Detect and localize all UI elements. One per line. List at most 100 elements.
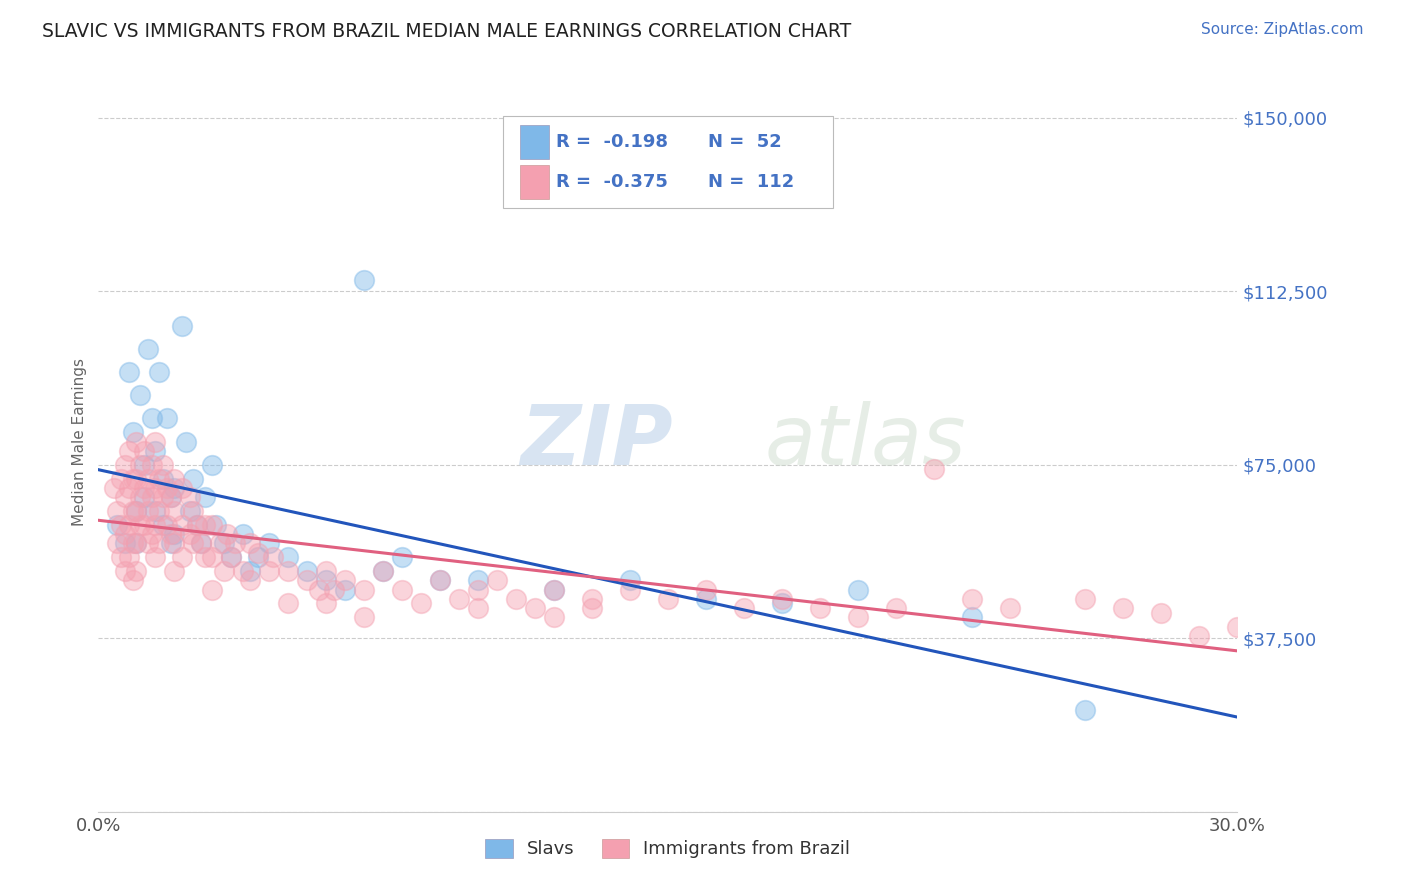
- Point: [125, 564, 148, 578]
- Point: [179, 490, 201, 504]
- Point: [121, 471, 143, 485]
- Text: N =  52: N = 52: [707, 133, 782, 151]
- Point: [121, 504, 143, 518]
- Point: [145, 443, 167, 458]
- Point: [145, 434, 167, 449]
- Point: [103, 481, 125, 495]
- Point: [581, 591, 603, 606]
- Text: SLAVIC VS IMMIGRANTS FROM BRAZIL MEDIAN MALE EARNINGS CORRELATION CHART: SLAVIC VS IMMIGRANTS FROM BRAZIL MEDIAN …: [42, 22, 852, 41]
- Point: [156, 517, 179, 532]
- Point: [145, 504, 167, 518]
- Text: ZIP: ZIP: [520, 401, 672, 482]
- Point: [152, 471, 174, 485]
- Point: [136, 504, 159, 518]
- Point: [315, 564, 337, 578]
- Point: [619, 582, 641, 597]
- Point: [159, 490, 181, 504]
- Point: [297, 574, 319, 588]
- Point: [922, 462, 945, 476]
- Point: [391, 550, 413, 565]
- Point: [543, 610, 565, 624]
- Point: [163, 564, 186, 578]
- Point: [259, 536, 281, 550]
- FancyBboxPatch shape: [520, 165, 550, 200]
- Point: [125, 536, 148, 550]
- Point: [277, 564, 299, 578]
- Point: [136, 471, 159, 485]
- Point: [208, 536, 231, 550]
- Point: [449, 591, 471, 606]
- Point: [170, 481, 193, 495]
- Point: [129, 517, 152, 532]
- Point: [232, 564, 254, 578]
- Point: [190, 536, 212, 550]
- Point: [118, 443, 141, 458]
- Point: [114, 527, 136, 541]
- Point: [156, 411, 179, 425]
- Point: [543, 582, 565, 597]
- Point: [129, 458, 152, 472]
- Point: [114, 536, 136, 550]
- Point: [148, 504, 170, 518]
- Point: [183, 471, 205, 485]
- Point: [148, 536, 170, 550]
- Point: [695, 582, 717, 597]
- Point: [170, 318, 193, 333]
- Point: [190, 536, 212, 550]
- Point: [201, 550, 224, 565]
- Point: [107, 504, 129, 518]
- Point: [118, 550, 141, 565]
- Point: [159, 536, 181, 550]
- Text: Source: ZipAtlas.com: Source: ZipAtlas.com: [1201, 22, 1364, 37]
- Text: atlas: atlas: [765, 401, 966, 482]
- Point: [429, 574, 451, 588]
- Point: [224, 536, 246, 550]
- Point: [118, 481, 141, 495]
- Point: [125, 434, 148, 449]
- Point: [262, 550, 284, 565]
- Point: [174, 434, 197, 449]
- Point: [141, 411, 163, 425]
- Point: [107, 536, 129, 550]
- Point: [277, 597, 299, 611]
- Point: [1074, 591, 1097, 606]
- Point: [114, 564, 136, 578]
- Point: [136, 342, 159, 356]
- Point: [145, 481, 167, 495]
- Point: [217, 527, 239, 541]
- Point: [121, 425, 143, 440]
- Point: [136, 536, 159, 550]
- Point: [1074, 703, 1097, 717]
- Text: N =  112: N = 112: [707, 173, 794, 192]
- Point: [353, 582, 375, 597]
- Point: [733, 601, 755, 615]
- Point: [524, 601, 547, 615]
- Point: [194, 550, 217, 565]
- Point: [335, 582, 357, 597]
- Point: [159, 490, 181, 504]
- Point: [315, 597, 337, 611]
- Point: [212, 564, 235, 578]
- Point: [308, 582, 330, 597]
- Point: [315, 574, 337, 588]
- Point: [163, 536, 186, 550]
- Point: [998, 601, 1021, 615]
- Point: [297, 564, 319, 578]
- Point: [371, 564, 394, 578]
- Point: [145, 550, 167, 565]
- Point: [960, 610, 983, 624]
- Point: [201, 517, 224, 532]
- Point: [221, 550, 243, 565]
- Point: [657, 591, 679, 606]
- Point: [411, 597, 433, 611]
- Point: [129, 490, 152, 504]
- Point: [159, 527, 181, 541]
- Point: [467, 574, 489, 588]
- Point: [543, 582, 565, 597]
- Legend: Slavs, Immigrants from Brazil: Slavs, Immigrants from Brazil: [478, 832, 858, 865]
- Point: [371, 564, 394, 578]
- Point: [239, 574, 262, 588]
- Point: [1226, 619, 1249, 633]
- Point: [391, 582, 413, 597]
- FancyBboxPatch shape: [520, 125, 550, 159]
